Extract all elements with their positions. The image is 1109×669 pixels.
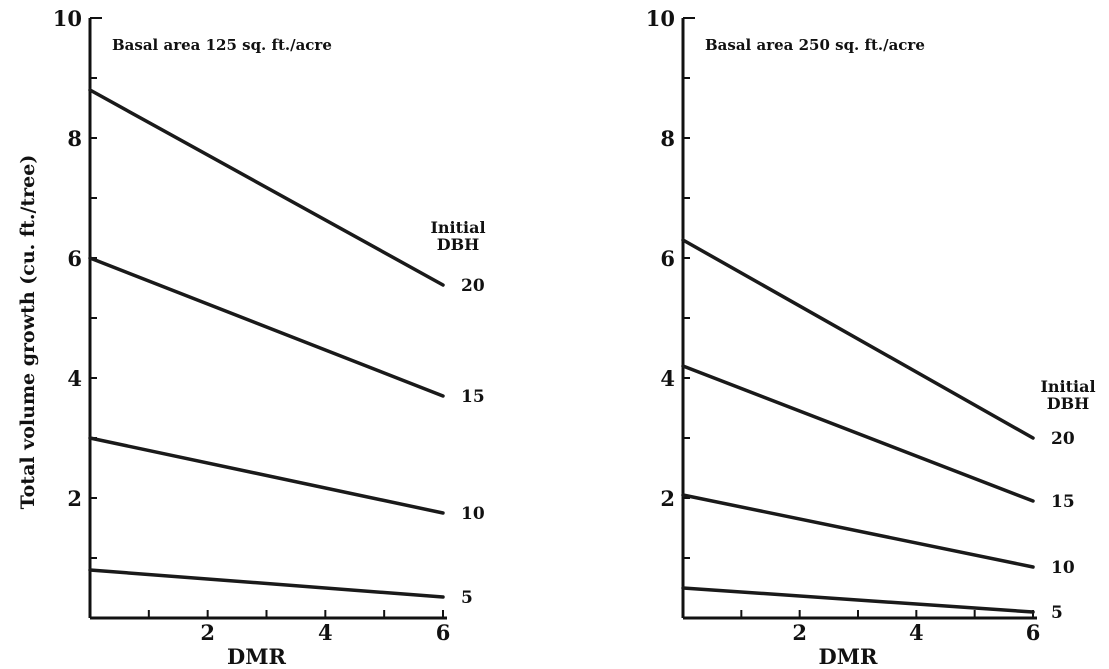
series-line-dbh-15 [681, 364, 1035, 503]
x-axis-label: DMR [819, 644, 878, 669]
y-tick-label: 10 [53, 6, 82, 31]
y-tick-label: 6 [660, 246, 675, 271]
series-line-dbh-20 [681, 238, 1035, 440]
panel-basal-area-250: 2 4 6 8 10 2 4 6 Basal area 250 sq. ft./acre DMR I… [646, 6, 1096, 669]
series-line-dbh-5 [88, 568, 445, 599]
series-line-dbh-20 [88, 88, 445, 287]
y-tick-label: 2 [660, 486, 675, 511]
x-tick-label: 4 [318, 620, 333, 645]
series-label-dbh-15: 15 [461, 387, 485, 407]
y-tick-label: 2 [67, 486, 82, 511]
y-tick-label: 10 [646, 6, 675, 31]
y-tick-label: 6 [67, 246, 82, 271]
series-label-dbh-10: 10 [461, 504, 485, 524]
chart-title: Basal area 125 sq. ft./acre [112, 36, 332, 54]
series-label-dbh-5: 5 [461, 588, 473, 608]
series-label-dbh-20: 20 [1051, 429, 1075, 449]
series-label-dbh-15: 15 [1051, 492, 1075, 512]
y-tick-label: 4 [660, 366, 675, 391]
legend-title: Initial DBH [430, 218, 485, 254]
series-line-dbh-10 [681, 493, 1035, 569]
x-tick-label: 2 [792, 620, 807, 645]
x-tick-label: 2 [200, 620, 215, 645]
series-line-dbh-10 [88, 436, 445, 515]
series-label-dbh-10: 10 [1051, 558, 1075, 578]
x-tick-label: 6 [1026, 620, 1041, 645]
y-tick-label: 4 [67, 366, 82, 391]
panel-basal-area-125: 2 4 6 8 10 2 4 6 Basal area 125 sq. ft./acre DMR I… [53, 6, 486, 669]
series-line-dbh-5 [681, 586, 1035, 614]
x-axis-label: DMR [227, 644, 286, 669]
y-axis-label: Total volume growth (cu. ft./tree) [17, 155, 39, 510]
legend-title: Initial DBH [1040, 377, 1095, 413]
series-label-dbh-20: 20 [461, 276, 485, 296]
chart-title: Basal area 250 sq. ft./acre [705, 36, 925, 54]
y-tick-label: 8 [660, 126, 675, 151]
series-label-dbh-5: 5 [1051, 603, 1063, 623]
series-line-dbh-15 [88, 256, 445, 398]
y-tick-label: 8 [67, 126, 82, 151]
x-tick-label: 6 [436, 620, 451, 645]
x-tick-label: 4 [909, 620, 924, 645]
